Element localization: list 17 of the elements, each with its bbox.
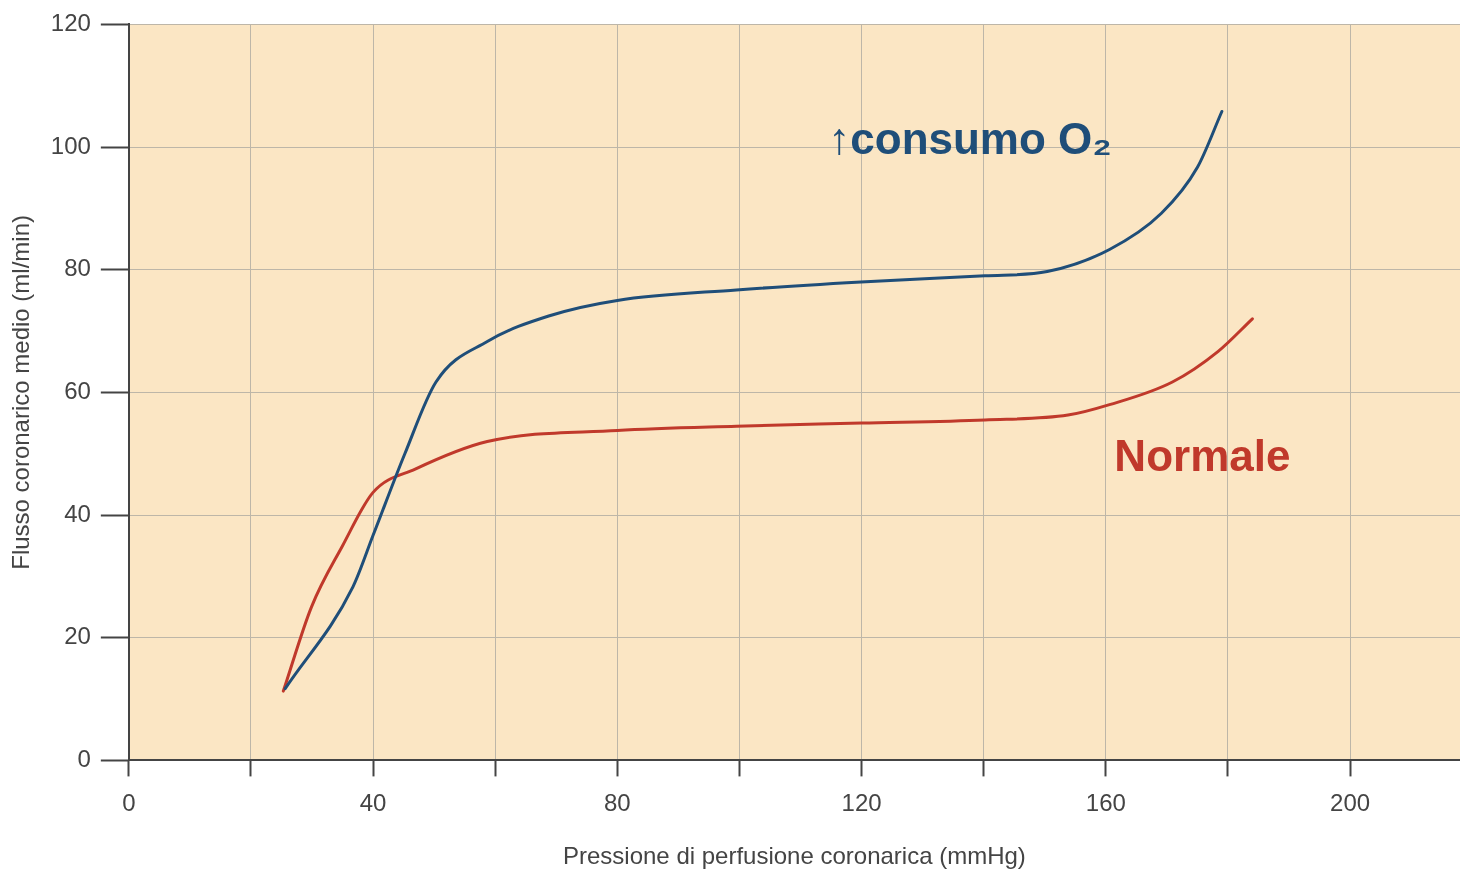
x-tick-label: 200 <box>1330 789 1371 817</box>
y-tick-label: 20 <box>64 622 91 650</box>
y-tick-label: 100 <box>50 131 91 159</box>
x-tick-label: 40 <box>359 789 387 817</box>
x-tick-label: 120 <box>841 789 882 817</box>
x-axis-title: Pressione di perfusione coronarica (mmHg) <box>562 842 1026 870</box>
y-tick-label: 60 <box>64 377 91 405</box>
y-tick-label: 80 <box>64 254 91 282</box>
y-tick-label: 40 <box>64 499 91 527</box>
series-label: Normale <box>1114 430 1291 480</box>
series-label: ↑consumo O₂ <box>828 113 1112 163</box>
y-tick-label: 0 <box>77 745 91 773</box>
x-tick-label: 160 <box>1085 789 1126 817</box>
y-axis-title: Flusso coronarico medio (ml/min) <box>7 215 35 570</box>
y-tick-label: 120 <box>50 9 91 37</box>
x-tick-label: 0 <box>122 789 136 817</box>
x-tick-label: 80 <box>603 789 631 817</box>
